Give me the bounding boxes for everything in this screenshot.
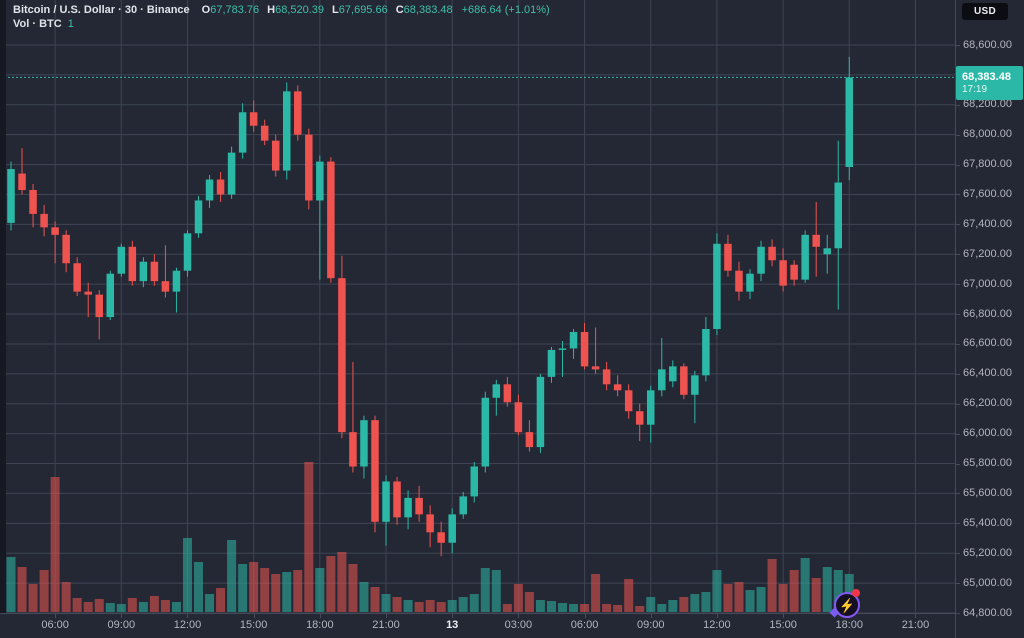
volume-label[interactable]: Vol · BTC	[13, 17, 62, 30]
price-axis-label: 66,600.00	[963, 337, 1012, 350]
price-axis-tick	[956, 45, 960, 46]
price-axis-label: 67,800.00	[963, 158, 1012, 171]
volume-value: 1	[67, 17, 74, 30]
time-axis-label: 13	[446, 619, 459, 631]
time-axis-tick	[518, 614, 520, 618]
notification-dot	[852, 589, 860, 597]
price-axis-label: 68,600.00	[963, 38, 1012, 51]
time-axis-label: 03:00	[504, 619, 533, 631]
time-axis-tick	[55, 614, 57, 618]
currency-toggle-button[interactable]: USD	[962, 3, 1008, 20]
price-axis-tick	[956, 194, 960, 196]
price-axis-label: 66,800.00	[963, 307, 1012, 320]
time-axis-label: 06:00	[570, 619, 599, 631]
price-axis-tick	[956, 463, 960, 465]
time-axis-label: 21:00	[372, 619, 400, 631]
candle-countdown: 17:19	[962, 83, 988, 95]
time-axis-tick	[650, 614, 652, 618]
price-axis-label: 66,000.00	[963, 427, 1012, 440]
price-axis-tick	[956, 254, 960, 256]
gridlines	[0, 0, 955, 614]
price-axis-tick	[956, 613, 960, 614]
event-marker[interactable]: ⚡	[829, 589, 861, 619]
time-axis-label: 09:00	[107, 619, 136, 631]
time-axis-label: 06:00	[41, 619, 69, 631]
price-axis-label: 65,800.00	[963, 457, 1012, 470]
price-axis-tick	[956, 314, 960, 316]
price-axis-tick	[956, 224, 960, 226]
price-axis-label: 67,600.00	[963, 187, 1012, 200]
high-label: H	[267, 3, 276, 16]
time-axis[interactable]	[0, 613, 955, 638]
high-value: 68,520.39	[275, 3, 325, 16]
price-axis-tick	[956, 343, 960, 345]
price-axis-tick	[956, 104, 960, 106]
symbol-title[interactable]: Bitcoin / U.S. Dollar · 30 · Binance	[13, 3, 190, 16]
time-axis-tick	[452, 614, 454, 618]
price-axis-label: 66,200.00	[963, 397, 1012, 410]
time-axis-tick	[319, 614, 321, 618]
price-axis-tick	[956, 373, 960, 375]
price-axis-tick	[956, 164, 960, 166]
price-axis-tick	[956, 553, 960, 555]
price-axis-label: 64,800.00	[963, 606, 1012, 619]
time-axis-label: 18:00	[835, 619, 864, 631]
last-price-tag[interactable]: 68,383.48 17:19	[956, 66, 1023, 101]
price-axis-tick	[956, 433, 960, 435]
price-axis-tick	[956, 284, 960, 286]
price-axis-label: 65,600.00	[963, 486, 1012, 499]
change-value: +686.64 (+1.01%)	[461, 3, 550, 16]
time-axis-label: 18:00	[306, 619, 334, 631]
time-axis-label: 09:00	[636, 619, 665, 631]
left-edge-strip	[0, 0, 6, 638]
price-axis[interactable]	[955, 0, 1024, 638]
time-axis-tick	[584, 614, 586, 618]
volume-bars	[6, 462, 854, 612]
symbol-row: Bitcoin / U.S. Dollar · 30 · Binance O 67,…	[13, 3, 550, 16]
price-axis-label: 65,000.00	[963, 576, 1012, 589]
close-value: 68,383.48	[403, 3, 453, 16]
time-axis-label: 21:00	[901, 619, 930, 631]
time-axis-label: 15:00	[239, 619, 268, 631]
open-value: 67,783.76	[210, 3, 260, 16]
price-axis-label: 67,400.00	[963, 217, 1012, 230]
time-axis-tick	[915, 614, 917, 618]
last-price-value: 68,383.48	[962, 70, 1011, 83]
time-axis-tick	[386, 614, 388, 618]
lightning-icon: ⚡	[837, 596, 857, 614]
low-value: 67,695.66	[338, 3, 388, 16]
price-axis-label: 65,400.00	[963, 516, 1012, 529]
time-axis-tick	[716, 614, 718, 618]
volume-row: Vol · BTC 1	[13, 17, 550, 30]
event-ring: ⚡	[834, 592, 860, 618]
time-axis-tick	[187, 614, 189, 618]
price-axis-label: 67,200.00	[963, 247, 1012, 260]
close-label: C	[395, 3, 404, 16]
price-axis-label: 68,000.00	[963, 128, 1012, 141]
price-axis-tick	[956, 493, 960, 495]
price-axis-tick	[956, 134, 960, 136]
open-label: O	[201, 3, 211, 16]
time-axis-tick	[253, 614, 255, 618]
candles	[7, 56, 854, 557]
price-axis-label: 65,200.00	[963, 546, 1012, 559]
price-axis-tick	[956, 583, 960, 585]
price-axis-label: 66,400.00	[963, 367, 1012, 380]
time-axis-label: 12:00	[703, 619, 731, 631]
legend: Bitcoin / U.S. Dollar · 30 · Binance O 67,…	[13, 3, 550, 31]
price-axis-label: 67,000.00	[963, 277, 1012, 290]
time-axis-label: 15:00	[769, 619, 797, 631]
price-axis-tick	[956, 523, 960, 525]
price-axis-tick	[956, 403, 960, 405]
price-axis-label: 68,200.00	[963, 98, 1012, 111]
time-axis-label: 12:00	[173, 619, 202, 631]
time-axis-tick	[783, 614, 785, 618]
low-label: L	[332, 3, 339, 16]
time-axis-tick	[121, 614, 123, 618]
